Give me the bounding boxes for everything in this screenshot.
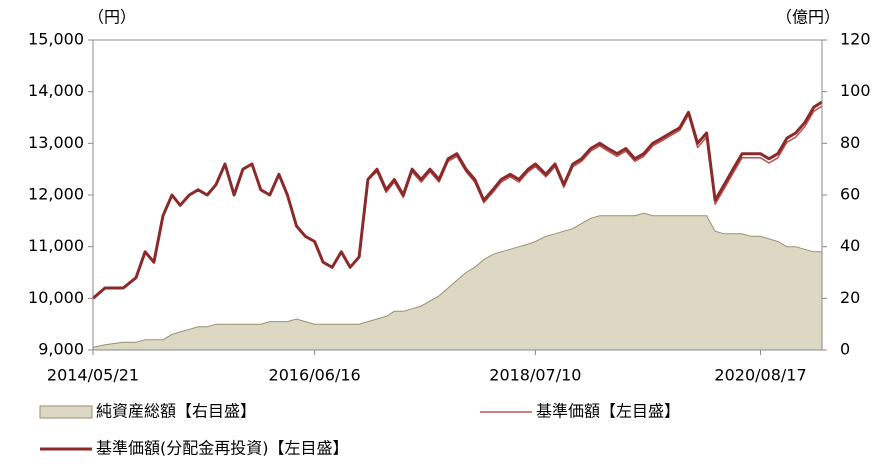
y-tick-label: 10,000 (28, 288, 84, 307)
y-tick-label: 13,000 (28, 133, 84, 152)
y2-tick-label: 60 (840, 185, 860, 204)
legend-label: 純資産総額【右目盛】 (96, 402, 256, 421)
y2-tick-label: 120 (840, 30, 871, 49)
x-tick-label: 2020/08/17 (714, 366, 806, 385)
legend-swatch (39, 405, 93, 419)
legend-label: 基準価額【左目盛】 (536, 402, 680, 421)
y-tick-label: 15,000 (28, 30, 84, 49)
y2-tick-label: 100 (840, 81, 871, 100)
y-axis-unit: （円） (88, 8, 136, 27)
y2-tick-label: 80 (840, 133, 860, 152)
x-tick-label: 2016/06/16 (269, 366, 361, 385)
y2-axis-unit: （億円） (776, 8, 840, 27)
legend-label: 基準価額(分配金再投資)【左目盛】 (96, 439, 349, 458)
line (92, 100, 823, 300)
y2-tick-label: 20 (840, 288, 860, 307)
area (92, 212, 823, 351)
y2-tick-label: 40 (840, 236, 860, 255)
x-tick-label: 2018/07/10 (489, 366, 581, 385)
x-tick-label: 2014/05/21 (47, 366, 139, 385)
y-tick-label: 9,000 (38, 340, 84, 359)
y-tick-label: 11,000 (28, 236, 84, 255)
y2-tick-label: 0 (840, 340, 850, 359)
y-tick-label: 12,000 (28, 185, 84, 204)
y-tick-label: 14,000 (28, 81, 84, 100)
